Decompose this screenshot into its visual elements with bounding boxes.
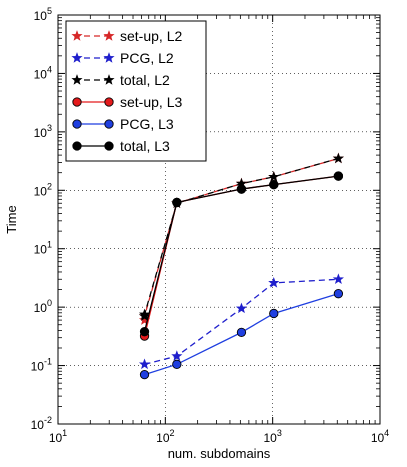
legend-label: set-up, L3 xyxy=(120,94,182,110)
y-tick-label: 104 xyxy=(34,64,52,81)
legend-marker xyxy=(104,119,114,129)
legend-label: total, L3 xyxy=(120,138,170,154)
x-tick-label: 102 xyxy=(156,428,174,445)
legend-marker xyxy=(104,97,114,107)
data-point xyxy=(139,327,150,337)
data-point xyxy=(333,289,344,299)
legend-entry: set-up, L3 xyxy=(72,94,182,110)
legend-marker xyxy=(103,74,115,85)
series-layer xyxy=(138,152,344,380)
series-3 xyxy=(139,171,344,341)
data-point xyxy=(236,327,247,338)
y-axis-label: Time xyxy=(4,205,19,233)
data-point xyxy=(236,184,247,194)
data-point xyxy=(333,171,344,181)
series-line xyxy=(144,278,339,365)
data-point xyxy=(138,308,151,320)
data-point xyxy=(269,179,279,190)
x-axis-label: num. subdomains xyxy=(168,446,271,461)
data-point xyxy=(139,369,150,380)
y-tick-label: 10-2 xyxy=(31,415,52,432)
y-tick-label: 101 xyxy=(34,240,52,257)
series-5 xyxy=(139,171,344,337)
legend-entry: PCG, L3 xyxy=(72,116,174,132)
series-4 xyxy=(139,289,344,380)
legend-label: PCG, L2 xyxy=(120,50,174,66)
data-point xyxy=(332,273,344,285)
x-tick-label: 103 xyxy=(263,428,281,445)
legend-marker xyxy=(72,141,82,151)
legend-label: total, L2 xyxy=(120,72,170,88)
legend-entry: total, L3 xyxy=(72,138,170,154)
y-tick-label: 103 xyxy=(34,123,52,140)
axis-ticks: 101 102 103 104 10-2 10-1 100 101 102 103 104 105 xyxy=(31,6,390,445)
data-point xyxy=(171,350,183,361)
data-point xyxy=(332,152,344,164)
series-2 xyxy=(138,152,344,321)
data-point xyxy=(268,170,280,182)
legend-marker xyxy=(72,97,82,107)
legend-entry: PCG, L2 xyxy=(71,50,174,66)
legend-marker xyxy=(72,119,82,129)
legend-marker xyxy=(71,30,83,41)
x-tick-label: 104 xyxy=(371,428,389,445)
data-point xyxy=(268,277,280,288)
legend-label: set-up, L2 xyxy=(120,28,182,44)
plot-area xyxy=(57,14,381,425)
legend-entry: total, L2 xyxy=(71,72,170,88)
data-point xyxy=(138,358,151,370)
legend-marker xyxy=(103,52,115,63)
data-point xyxy=(172,359,182,369)
data-point xyxy=(235,302,248,314)
legend: set-up, L2 PCG, L2 total, L2 set-up, L3 PCG,… xyxy=(65,20,207,162)
legend-box xyxy=(65,20,207,162)
y-tick-label: 10-1 xyxy=(31,357,52,374)
data-point xyxy=(172,197,182,208)
legend-entry: set-up, L2 xyxy=(71,28,182,44)
data-point xyxy=(269,308,279,319)
y-tick-label: 100 xyxy=(34,298,52,315)
y-tick-label: 105 xyxy=(34,6,52,23)
x-tick-label: 101 xyxy=(49,428,67,445)
series-1 xyxy=(138,273,344,370)
y-tick-label: 102 xyxy=(34,181,52,198)
legend-marker xyxy=(71,52,83,63)
legend-marker xyxy=(103,30,115,41)
legend-marker xyxy=(71,74,83,85)
legend-marker xyxy=(104,141,114,151)
legend-label: PCG, L3 xyxy=(120,116,174,132)
